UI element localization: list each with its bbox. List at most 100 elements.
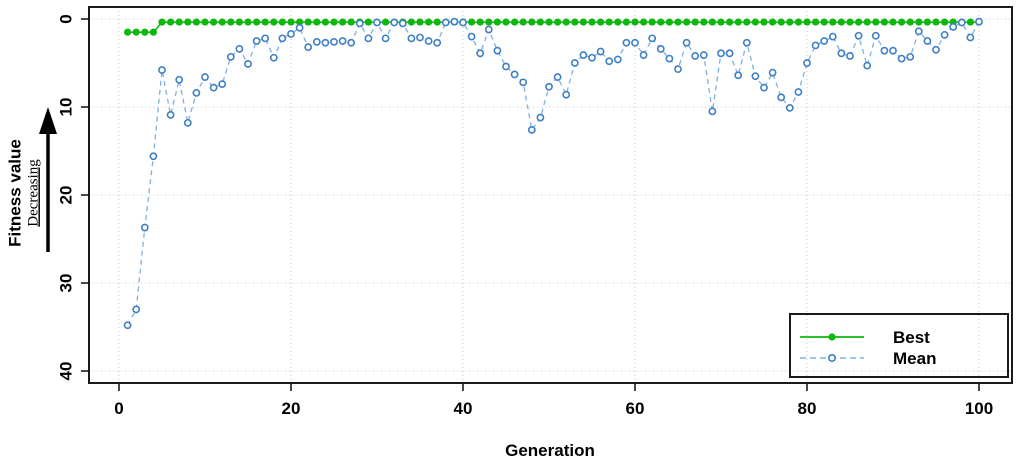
best-point xyxy=(201,18,209,26)
mean-point xyxy=(493,46,502,55)
mean-point xyxy=(304,43,313,52)
plot-border xyxy=(88,6,1013,384)
y-tick-label: 0 xyxy=(56,14,75,23)
mean-point xyxy=(312,37,321,46)
mean-point xyxy=(691,52,700,60)
y-tick-label: 40 xyxy=(56,362,75,381)
mean-point xyxy=(527,125,536,134)
mean-point xyxy=(648,34,657,43)
mean-point xyxy=(940,30,949,39)
mean-point xyxy=(158,66,166,74)
legend-mean-marker xyxy=(827,353,836,362)
mean-point xyxy=(699,51,708,59)
mean-point xyxy=(734,71,743,80)
best-point xyxy=(674,18,682,26)
best-point xyxy=(528,18,536,26)
mean-point xyxy=(949,23,958,31)
series-layer xyxy=(123,17,983,330)
mean-point xyxy=(742,38,751,47)
best-point xyxy=(683,18,691,26)
best-point xyxy=(941,18,949,26)
best-point xyxy=(313,18,321,26)
mean-point xyxy=(820,37,829,45)
legend-box xyxy=(789,313,1009,378)
best-point xyxy=(184,18,192,26)
best-point xyxy=(132,28,140,36)
mean-point xyxy=(226,52,235,61)
x-tick-label: 40 xyxy=(454,399,473,418)
mean-point xyxy=(975,17,983,26)
best-point xyxy=(751,18,760,26)
x-tick-label: 80 xyxy=(798,399,817,418)
mean-point xyxy=(562,90,571,99)
x-axis-title: Generation xyxy=(505,441,595,460)
mean-point xyxy=(914,27,923,36)
mean-point xyxy=(140,223,149,232)
mean-point xyxy=(433,38,442,47)
x-tick-label: 0 xyxy=(114,399,123,418)
best-point xyxy=(493,18,501,26)
best-point xyxy=(227,18,235,26)
mean-point xyxy=(338,37,347,45)
mean-point xyxy=(536,113,545,122)
mean-point xyxy=(519,78,528,87)
mean-point xyxy=(295,23,304,32)
best-point xyxy=(218,18,226,26)
best-point xyxy=(614,18,622,26)
best-point xyxy=(502,18,510,26)
mean-point xyxy=(777,93,786,102)
mean-point xyxy=(880,46,889,55)
x-tick-label: 100 xyxy=(965,399,993,418)
best-point xyxy=(640,18,648,26)
mean-point xyxy=(261,34,270,43)
best-point xyxy=(717,18,725,26)
best-point xyxy=(760,18,768,26)
mean-point xyxy=(252,37,261,45)
best-point xyxy=(880,18,889,26)
mean-point xyxy=(484,25,493,34)
legend: Best Mean xyxy=(789,313,1009,378)
mean-point xyxy=(682,38,691,47)
best-point xyxy=(330,18,338,26)
mean-point xyxy=(889,46,897,55)
best-point xyxy=(468,18,476,26)
best-point xyxy=(837,18,846,26)
best-point xyxy=(476,18,484,26)
mean-point xyxy=(149,152,158,161)
mean-point xyxy=(932,45,940,54)
mean-point xyxy=(923,37,932,45)
best-point xyxy=(829,18,837,26)
mean-point xyxy=(183,118,192,127)
mean-point xyxy=(373,18,381,27)
mean-point xyxy=(209,83,218,92)
mean-point xyxy=(235,45,244,53)
mean-point xyxy=(897,54,906,63)
best-point xyxy=(278,18,286,26)
mean-point xyxy=(381,34,390,43)
best-point xyxy=(863,18,871,26)
mean-point xyxy=(957,18,966,27)
mean-point xyxy=(398,19,407,28)
mean-point xyxy=(639,51,648,59)
best-point xyxy=(571,18,579,26)
best-point xyxy=(588,18,596,26)
mean-point xyxy=(175,75,184,84)
y-tick-label: 10 xyxy=(56,98,75,117)
best-point xyxy=(347,18,355,26)
legend-label-best: Best xyxy=(893,328,930,347)
y-tick-label: 30 xyxy=(56,274,75,293)
best-point xyxy=(210,18,218,26)
mean-point xyxy=(166,111,175,119)
mean-point xyxy=(871,31,880,40)
best-point xyxy=(304,18,312,26)
mean-point xyxy=(863,61,872,70)
x-tick-label: 60 xyxy=(626,399,645,418)
mean-point xyxy=(364,34,373,43)
mean-point xyxy=(355,19,364,28)
mean-point xyxy=(269,53,278,62)
best-point xyxy=(296,18,304,26)
axis-layer: 0 20 40 60 80 100 0 10 20 30 40 xyxy=(56,14,993,418)
best-point xyxy=(158,18,166,26)
mean-point xyxy=(837,49,846,58)
